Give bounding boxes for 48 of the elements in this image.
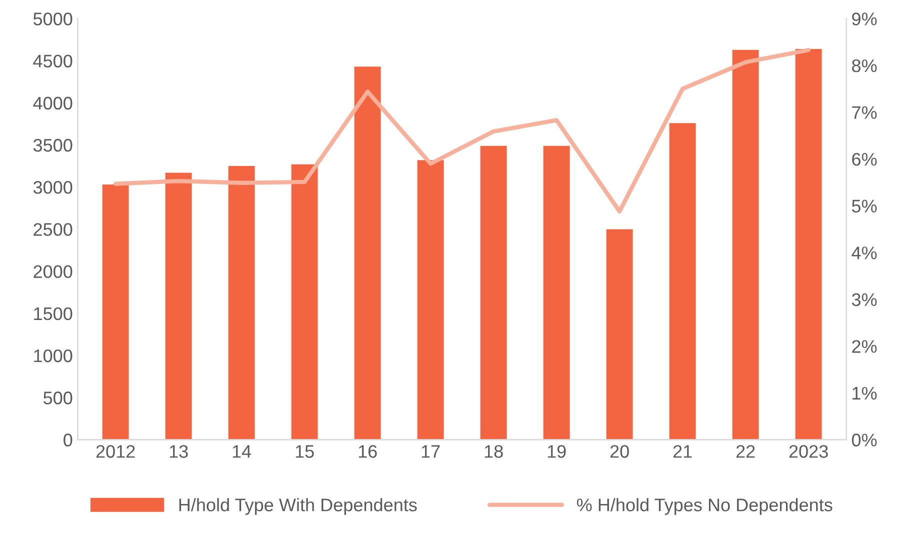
y2-tick-label: 0% xyxy=(852,434,877,446)
x-tick-label: 14 xyxy=(232,445,252,458)
y-tick-label: 5000 xyxy=(33,12,72,26)
x-tick-label: 21 xyxy=(673,445,692,458)
y-tick-label: 500 xyxy=(44,392,72,404)
y-tick-label: 0 xyxy=(64,434,72,446)
x-tick-label: 15 xyxy=(296,445,314,458)
x-tick-label: 2023 xyxy=(789,445,828,458)
y-tick-label: 3000 xyxy=(33,181,72,194)
x-tick-label: 19 xyxy=(548,445,566,458)
y-tick-label: 4000 xyxy=(33,96,72,110)
bar xyxy=(354,66,381,440)
bar xyxy=(732,50,759,440)
y-tick-label: 1000 xyxy=(34,349,72,362)
y-tick-label: 3500 xyxy=(33,138,72,152)
y2-tick-label: 4% xyxy=(852,246,877,260)
bar xyxy=(102,184,129,440)
bar xyxy=(417,160,444,440)
bar xyxy=(606,229,633,440)
y2-tick-label: 1% xyxy=(852,386,877,400)
x-tick-label: 13 xyxy=(170,445,188,458)
bar xyxy=(669,123,696,440)
y2-tick-label: 2% xyxy=(852,340,877,353)
bar xyxy=(480,146,507,440)
y2-tick-label: 6% xyxy=(852,152,877,166)
bar xyxy=(165,172,192,440)
bar xyxy=(291,164,318,440)
legend-label: H/hold Type With Dependents xyxy=(179,498,417,515)
y2-tick-label: 3% xyxy=(852,293,877,306)
y-tick-label: 1500 xyxy=(34,307,72,320)
y-tick-label: 4500 xyxy=(33,54,72,68)
line-series xyxy=(113,48,811,214)
y2-tick-label: 9% xyxy=(852,12,877,26)
y-tick-label: 2000 xyxy=(34,265,72,278)
bar xyxy=(543,146,570,440)
bar xyxy=(795,48,822,440)
x-tick-label: 18 xyxy=(484,445,503,458)
y2-tick-label: 8% xyxy=(852,59,877,72)
x-tick-label: 20 xyxy=(610,445,629,458)
x-tick-label: 22 xyxy=(736,445,755,458)
legend-label: % H/hold Types No Dependents xyxy=(576,498,832,515)
y-tick-label: 2500 xyxy=(34,223,72,236)
x-tick-label: 16 xyxy=(358,445,377,458)
y2-tick-label: 5% xyxy=(852,200,877,213)
x-tick-label: 17 xyxy=(422,445,440,458)
x-tick-label: 2012 xyxy=(96,445,135,458)
y2-tick-label: 7% xyxy=(852,106,877,119)
bar xyxy=(228,166,255,440)
